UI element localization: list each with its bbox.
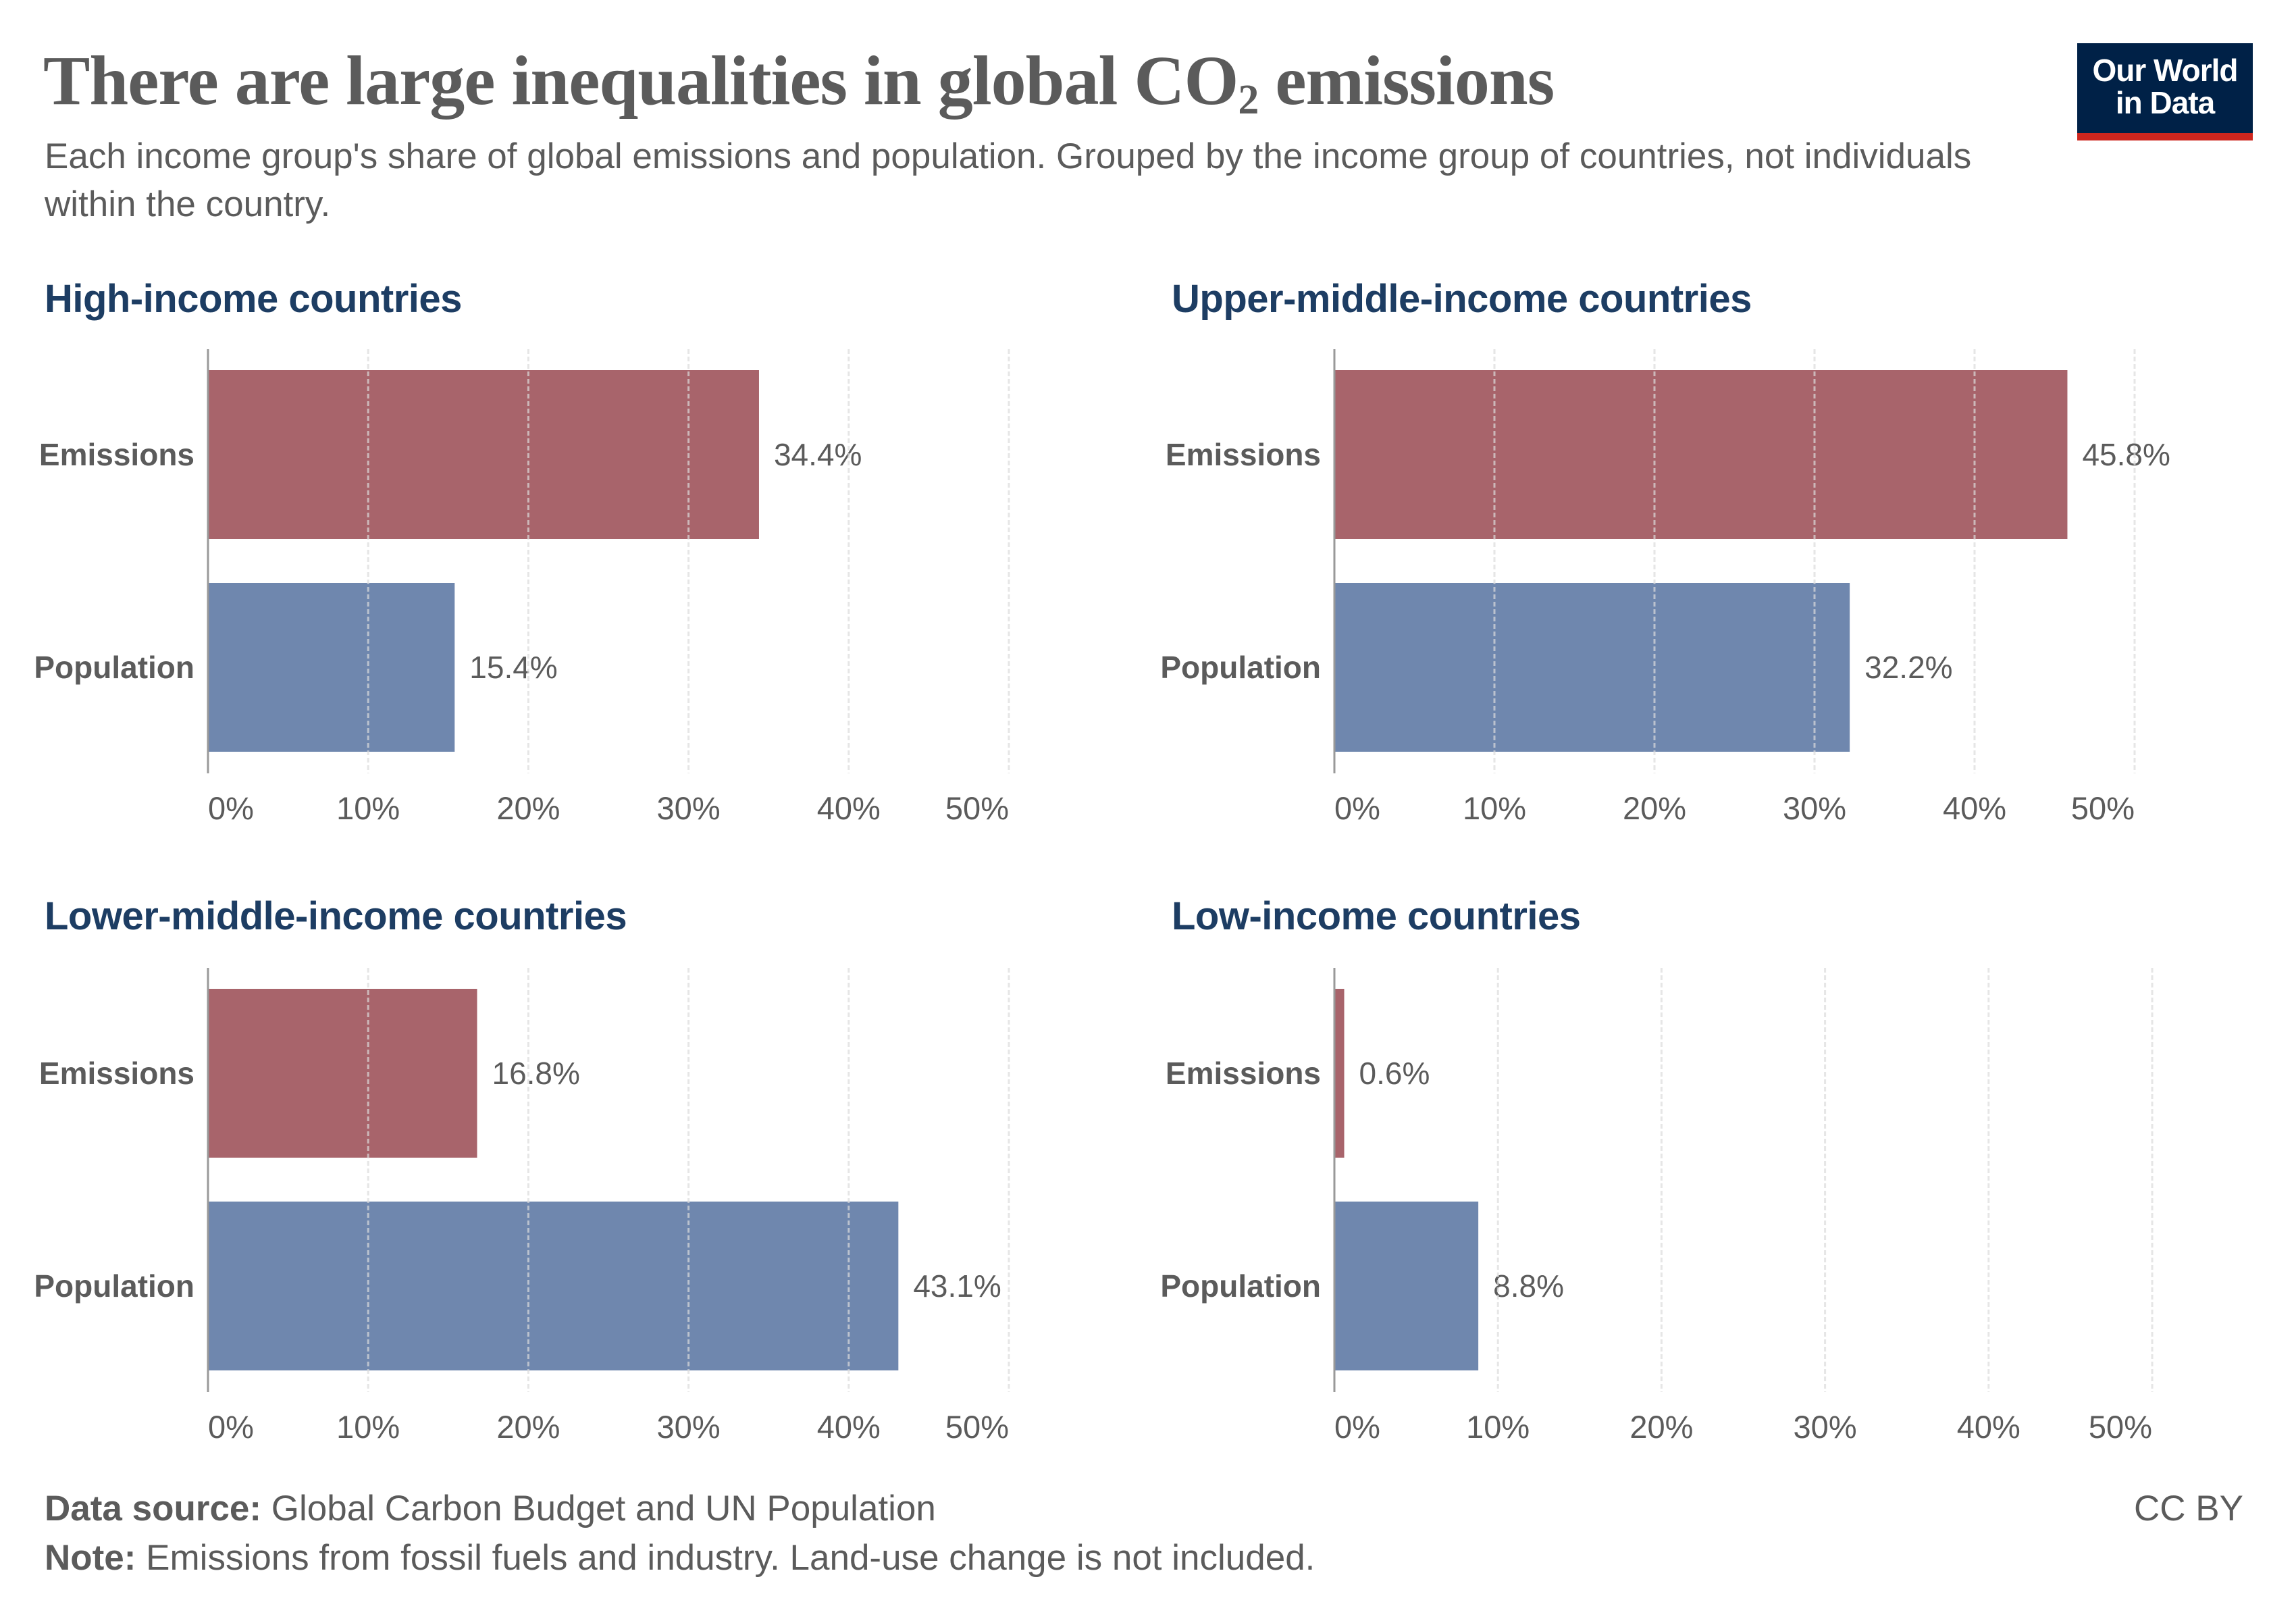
x-tick-label: 20% [1623, 790, 1686, 826]
bar-population[interactable] [1334, 1202, 1479, 1370]
data-source-label: Data source: [45, 1489, 262, 1528]
x-tick-label: 10% [336, 790, 400, 826]
value-label: 15.4% [469, 650, 557, 685]
panel-3: Low-income countries Emissions 0.6% Populat… [1160, 894, 2154, 1445]
bar-population[interactable] [208, 583, 455, 752]
panel-0: High-income countries Emissions 34.4% Popul… [34, 277, 1010, 826]
x-tick-label: 40% [1957, 1409, 2020, 1445]
x-tick-label: 50% [945, 1409, 1009, 1445]
license-link[interactable]: CC BY [2134, 1489, 2243, 1528]
row-label-population: Population [34, 650, 194, 685]
x-tick-label: 0% [208, 1409, 254, 1445]
x-tick-label: 50% [945, 790, 1009, 826]
x-tick-label: 10% [1463, 790, 1526, 826]
bar-emissions[interactable] [1334, 370, 2068, 539]
x-tick-label: 40% [817, 1409, 881, 1445]
x-tick-label: 50% [2089, 1409, 2152, 1445]
panel-title: Upper-middle-income countries [1172, 277, 1752, 321]
row-label-emissions: Emissions [1166, 1056, 1321, 1091]
panel-title: High-income countries [45, 277, 462, 321]
x-tick-label: 30% [657, 790, 721, 826]
data-source-text: Global Carbon Budget and UN Population [261, 1489, 936, 1528]
x-tick-label: 20% [496, 790, 560, 826]
x-tick-label: 50% [2071, 790, 2135, 826]
title-suffix: emissions [1258, 42, 1555, 120]
value-label: 32.2% [1864, 650, 1952, 685]
value-label: 43.1% [913, 1268, 1001, 1304]
title-prefix: There are large inequalities in global C… [43, 42, 1238, 120]
x-tick-label: 0% [1334, 1409, 1380, 1445]
chart-subtitle: Each income group's share of global emis… [45, 136, 1972, 224]
panel-title: Low-income countries [1172, 894, 1581, 938]
x-tick-label: 30% [657, 1409, 721, 1445]
x-tick-label: 20% [496, 1409, 560, 1445]
value-label: 45.8% [2082, 437, 2170, 472]
title-subscript: 2 [1238, 77, 1259, 123]
value-label: 8.8% [1493, 1268, 1564, 1304]
owid-logo[interactable]: Our World in Data [2077, 43, 2253, 140]
logo-line-2: in Data [2115, 85, 2215, 120]
row-label-population: Population [34, 1268, 194, 1304]
logo-accent-bar [2077, 133, 2253, 140]
chart-note: Note: Emissions from fossil fuels and in… [45, 1534, 1315, 1583]
x-tick-label: 40% [1943, 790, 2006, 826]
x-tick-label: 0% [1334, 790, 1380, 826]
row-label-emissions: Emissions [39, 437, 194, 472]
x-tick-label: 20% [1629, 1409, 1693, 1445]
x-tick-label: 40% [817, 790, 881, 826]
x-tick-label: 10% [1466, 1409, 1530, 1445]
row-label-emissions: Emissions [39, 1056, 194, 1091]
panel-2: Lower-middle-income countries Emissions 16… [34, 894, 1010, 1445]
panel-title: Lower-middle-income countries [45, 894, 627, 938]
value-label: 0.6% [1359, 1056, 1430, 1091]
x-tick-label: 30% [1794, 1409, 1857, 1445]
logo-line-1: Our World [2092, 53, 2238, 88]
row-label-population: Population [1160, 1268, 1321, 1304]
x-tick-label: 0% [208, 790, 254, 826]
bar-population[interactable] [208, 1202, 899, 1370]
value-label: 16.8% [492, 1056, 579, 1091]
x-tick-label: 10% [336, 1409, 400, 1445]
row-label-emissions: Emissions [1166, 437, 1321, 472]
bar-emissions[interactable] [1334, 989, 1345, 1158]
note-label: Note: [45, 1538, 136, 1578]
panel-1: Upper-middle-income countries Emissions 45… [1160, 277, 2170, 826]
value-label: 34.4% [774, 437, 862, 472]
logo-text: Our World in Data [2077, 54, 2253, 119]
bar-emissions[interactable] [208, 370, 759, 539]
data-source: Data source: Global Carbon Budget and UN… [45, 1485, 936, 1533]
x-tick-label: 30% [1783, 790, 1846, 826]
bar-population[interactable] [1334, 583, 1850, 752]
note-text: Emissions from fossil fuels and industry… [136, 1538, 1315, 1578]
row-label-population: Population [1160, 650, 1321, 685]
bar-emissions[interactable] [208, 989, 477, 1158]
chart-title: There are large inequalities in global C… [43, 41, 1555, 123]
